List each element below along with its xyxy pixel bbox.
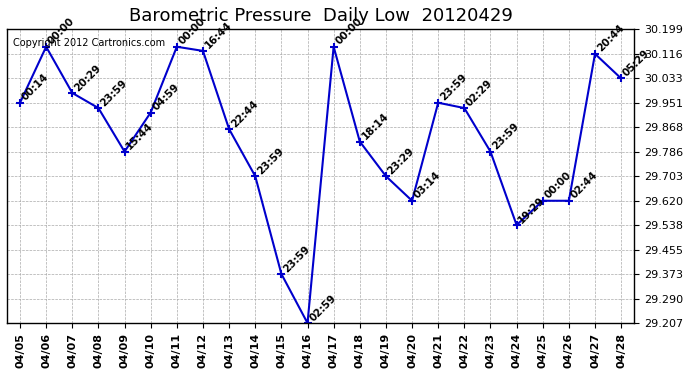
Text: 02:44: 02:44 [569,170,600,201]
Text: 05:29: 05:29 [621,48,651,78]
Text: 03:14: 03:14 [412,170,442,201]
Text: 15:44: 15:44 [125,121,155,152]
Text: 02:59: 02:59 [308,292,338,323]
Text: 00:00: 00:00 [543,170,573,201]
Text: 23:59: 23:59 [491,121,521,152]
Text: 23:59: 23:59 [255,146,286,176]
Text: 00:00: 00:00 [177,16,207,47]
Text: 20:44: 20:44 [595,23,626,54]
Text: 23:29: 23:29 [386,146,416,176]
Text: 23:59: 23:59 [282,243,312,274]
Title: Barometric Pressure  Daily Low  20120429: Barometric Pressure Daily Low 20120429 [128,7,513,25]
Text: 19:29: 19:29 [517,195,547,225]
Text: 23:59: 23:59 [99,78,129,108]
Text: 22:44: 22:44 [229,98,259,129]
Text: 00:14: 00:14 [20,72,50,103]
Text: 00:00: 00:00 [46,16,77,47]
Text: 02:29: 02:29 [464,78,495,108]
Text: Copyright 2012 Cartronics.com: Copyright 2012 Cartronics.com [13,38,166,48]
Text: 04:59: 04:59 [150,82,181,112]
Text: 23:59: 23:59 [438,72,469,103]
Text: 00:00: 00:00 [334,16,364,47]
Text: 18:14: 18:14 [359,111,391,141]
Text: 20:29: 20:29 [72,63,103,93]
Text: 16:44: 16:44 [203,20,234,51]
